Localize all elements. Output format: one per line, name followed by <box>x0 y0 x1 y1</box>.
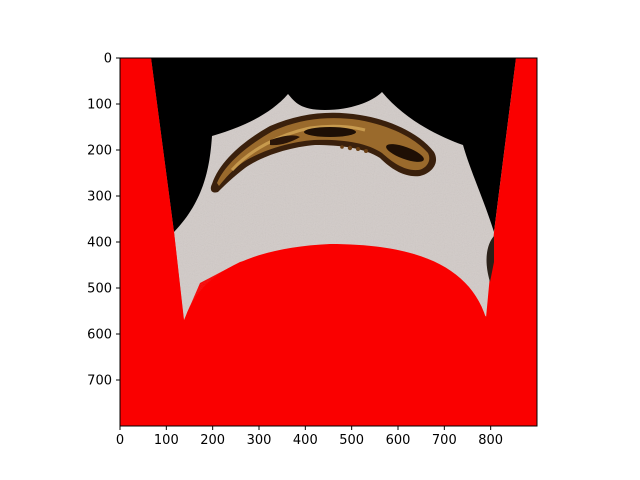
y-tick-label: 100 <box>87 98 112 113</box>
fossil-cavity-2 <box>386 144 424 162</box>
fossil-object <box>210 112 437 193</box>
fossil-spot-3 <box>364 149 368 153</box>
y-tick-label: 600 <box>87 328 112 343</box>
y-tick-label: 200 <box>87 144 112 159</box>
fossil-cavity-3 <box>270 135 300 146</box>
right-red-wall <box>486 58 537 426</box>
plot-image <box>120 58 537 426</box>
x-tick-label: 200 <box>200 433 225 448</box>
y-axis: 0 100 200 300 400 500 600 700 <box>87 52 120 389</box>
fossil-spot-4 <box>340 145 344 149</box>
fossil-spot-1 <box>347 145 353 151</box>
y-tick-label: 0 <box>104 52 112 67</box>
x-axis: 0 100 200 300 400 500 600 700 800 <box>116 426 503 448</box>
left-red-wall <box>120 58 184 426</box>
x-tick-label: 800 <box>478 433 503 448</box>
bottom-red-dome <box>184 244 486 426</box>
fossil-cavity-1 <box>304 127 356 137</box>
x-tick-label: 300 <box>247 433 272 448</box>
x-tick-label: 0 <box>116 433 124 448</box>
x-tick-label: 600 <box>386 433 411 448</box>
y-tick-label: 400 <box>87 236 112 251</box>
x-tick-label: 400 <box>293 433 318 448</box>
y-tick-label: 300 <box>87 190 112 205</box>
fossil-bone <box>217 118 430 186</box>
y-tick-label: 500 <box>87 282 112 297</box>
fossil-highlight <box>230 124 366 172</box>
x-tick-label: 700 <box>432 433 457 448</box>
top-black-region <box>151 58 516 232</box>
fossil-spot-2 <box>356 147 360 151</box>
x-tick-label: 100 <box>154 433 179 448</box>
right-edge-dark-fragment <box>486 236 494 282</box>
x-tick-label: 500 <box>339 433 364 448</box>
y-tick-label: 700 <box>87 374 112 389</box>
